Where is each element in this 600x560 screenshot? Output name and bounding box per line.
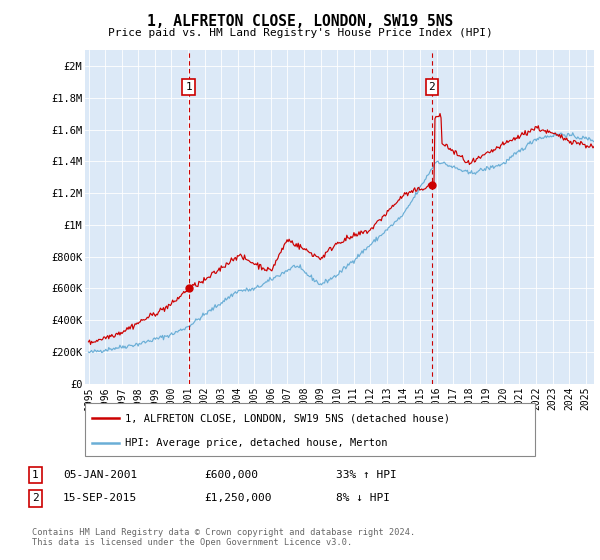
Text: £600,000: £600,000 (204, 470, 258, 480)
Text: £1,250,000: £1,250,000 (204, 493, 271, 503)
Text: 1, ALFRETON CLOSE, LONDON, SW19 5NS: 1, ALFRETON CLOSE, LONDON, SW19 5NS (147, 14, 453, 29)
Text: 8% ↓ HPI: 8% ↓ HPI (336, 493, 390, 503)
Text: Contains HM Land Registry data © Crown copyright and database right 2024.
This d: Contains HM Land Registry data © Crown c… (32, 528, 415, 547)
Text: Price paid vs. HM Land Registry's House Price Index (HPI): Price paid vs. HM Land Registry's House … (107, 28, 493, 38)
Text: HPI: Average price, detached house, Merton: HPI: Average price, detached house, Mert… (125, 438, 388, 448)
Text: 33% ↑ HPI: 33% ↑ HPI (336, 470, 397, 480)
Text: 1: 1 (185, 82, 192, 92)
Text: 2: 2 (428, 82, 435, 92)
Text: 1: 1 (32, 470, 38, 480)
Text: 1, ALFRETON CLOSE, LONDON, SW19 5NS (detached house): 1, ALFRETON CLOSE, LONDON, SW19 5NS (det… (125, 413, 451, 423)
Text: 2: 2 (32, 493, 38, 503)
Text: 05-JAN-2001: 05-JAN-2001 (63, 470, 137, 480)
Text: 15-SEP-2015: 15-SEP-2015 (63, 493, 137, 503)
